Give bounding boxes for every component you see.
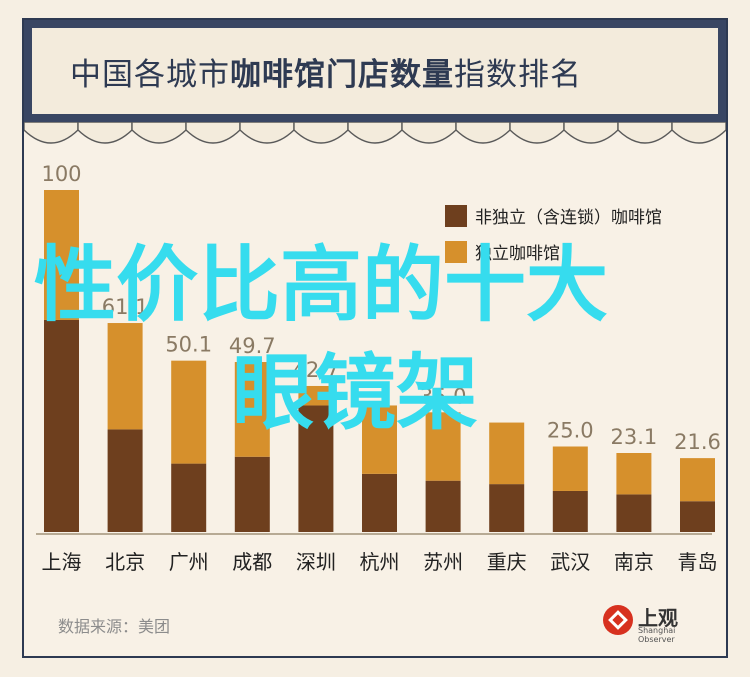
x-tick-label: 苏州 — [423, 550, 463, 574]
x-tick-label: 重庆 — [487, 550, 527, 574]
x-tick-label: 青岛 — [678, 550, 718, 574]
bar-segment-independent — [552, 446, 588, 491]
bar-total-label: 49.7 — [229, 334, 276, 358]
data-source: 数据来源：美团 — [58, 617, 171, 636]
bar-segment-independent — [425, 412, 461, 481]
bar-total-label: 50.1 — [165, 333, 212, 357]
bar-segment-dependent — [44, 319, 79, 532]
bar-segment-independent — [362, 405, 397, 474]
bar-segment-dependent — [107, 429, 143, 532]
legend-swatch — [445, 241, 467, 263]
bar-segment-dependent — [298, 405, 334, 532]
x-tick-label: 上海 — [42, 550, 82, 574]
bar-segment-dependent — [552, 490, 588, 532]
x-tick-label: 武汉 — [550, 550, 590, 574]
bar-total-label: 21.6 — [674, 430, 721, 454]
title-part2: 咖啡馆门店数量 — [230, 56, 454, 93]
bar-total-label: 25.0 — [547, 419, 594, 443]
legend-label: 非独立（含连锁）咖啡馆 — [475, 208, 662, 228]
brand-subtitle: Shanghai Observer — [638, 626, 676, 644]
bar-segment-dependent — [489, 484, 525, 532]
brand-mark-icon — [603, 605, 633, 635]
x-tick-label: 杭州 — [360, 550, 400, 574]
x-tick-label: 广州 — [169, 550, 209, 574]
title-part3: 指数排名 — [454, 56, 582, 93]
bar-total-label: 61.1 — [102, 295, 149, 319]
legend-swatch — [445, 205, 467, 227]
bar-segment-dependent — [362, 473, 397, 532]
brand-name: 上观 — [638, 606, 678, 630]
bar-segment-independent — [171, 360, 207, 464]
bar-segment-independent — [234, 362, 270, 457]
bar-total-label: 35.0 — [420, 384, 467, 408]
awning-scallop — [671, 122, 726, 144]
bar-segment-independent — [489, 422, 525, 485]
x-tick-label: 成都 — [232, 550, 272, 574]
bar-segment-independent — [107, 323, 143, 430]
x-tick-label: 南京 — [614, 550, 654, 574]
bar-segment-independent — [44, 190, 79, 320]
chart-title: 中国各城市 咖啡馆门店数量 指数排名 — [70, 49, 582, 94]
title-part1: 中国各城市 — [70, 56, 230, 93]
bar-total-label: 42.7 — [293, 358, 340, 382]
bar-segment-independent — [298, 385, 334, 406]
x-tick-label: 深圳 — [296, 550, 336, 574]
bar-segment-dependent — [425, 480, 461, 532]
bar-segment-dependent — [680, 501, 715, 532]
bar-segment-independent — [616, 452, 652, 495]
legend-label: 独立咖啡馆 — [475, 244, 560, 264]
bar-segment-dependent — [171, 463, 207, 532]
title-panel: 中国各城市 咖啡馆门店数量 指数排名 — [32, 28, 718, 114]
brand-logo: 上观 Shanghai Observer — [600, 600, 710, 644]
title-bar: 中国各城市 咖啡馆门店数量 指数排名 — [24, 20, 726, 122]
x-tick-label: 北京 — [105, 550, 145, 574]
chart-frame: 中国各城市 咖啡馆门店数量 指数排名 — [22, 18, 728, 658]
bar-total-label: 100 — [41, 162, 81, 186]
bar-total-label: 23.1 — [611, 425, 658, 449]
bar-segment-dependent — [616, 494, 652, 532]
bar-segment-dependent — [234, 456, 270, 532]
awning-decoration — [24, 122, 726, 144]
bar-segment-independent — [680, 458, 715, 502]
